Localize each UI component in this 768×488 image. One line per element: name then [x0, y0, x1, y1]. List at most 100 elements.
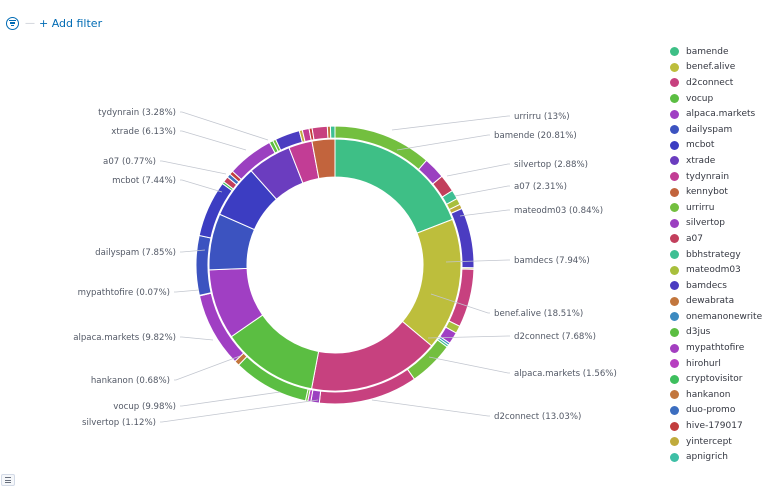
leader-line-11: [180, 130, 247, 151]
outer-ring: [195, 125, 475, 405]
leader-line-1: [396, 134, 490, 151]
leader-line-3: [454, 185, 510, 197]
leader-line-19: [160, 399, 319, 423]
legend-label: hankanon: [686, 389, 731, 400]
slice-label-5: bamdecs (7.94%): [514, 256, 590, 266]
legend-item[interactable]: mateodm03: [670, 262, 762, 278]
slice-label-6: benef.alive (18.51%): [494, 309, 583, 319]
legend-item[interactable]: a07: [670, 231, 762, 247]
legend-item[interactable]: cryptovisitor: [670, 371, 762, 387]
legend-item[interactable]: mypathtofire: [670, 340, 762, 356]
legend-swatch: [670, 390, 679, 400]
legend-swatch: [670, 281, 679, 291]
slice-label-17: hankanon (0.68%): [91, 376, 170, 386]
slice-label-14: dailyspam (7.85%): [95, 248, 176, 258]
slice-labels: urrirru (13%) bamende (20.81%) silvertop (…: [73, 108, 617, 428]
legend-item[interactable]: xtrade: [670, 153, 762, 169]
legend-label: mateodm03: [686, 265, 741, 276]
legend-swatch: [670, 265, 679, 275]
legend-swatch: [670, 172, 679, 182]
legend-label: cryptovisitor: [686, 374, 743, 385]
leader-line-7: [427, 335, 510, 339]
legend-item[interactable]: bamende: [670, 44, 762, 60]
legend-item[interactable]: hirohurl: [670, 356, 762, 372]
legend-label: hive-179017: [686, 421, 743, 432]
legend-item[interactable]: urrirru: [670, 200, 762, 216]
legend-label: mypathtofire: [686, 343, 745, 354]
outer-slice-35[interactable]: [311, 125, 329, 141]
leader-line-5: [445, 259, 510, 263]
leader-line-8: [428, 356, 510, 374]
label-leader-lines: [160, 111, 510, 423]
legend-swatch: [670, 140, 679, 150]
legend-item[interactable]: dailyspam: [670, 122, 762, 138]
legend-label: silvertop: [686, 218, 726, 229]
slice-label-0: urrirru (13%): [514, 112, 570, 122]
legend-item[interactable]: hive-179017: [670, 418, 762, 434]
legend-swatch: [670, 250, 679, 260]
legend-swatch: [670, 47, 679, 57]
legend-item[interactable]: bamdecs: [670, 278, 762, 294]
outer-slice-37[interactable]: [329, 125, 336, 139]
legend-item[interactable]: hankanon: [670, 387, 762, 403]
inner-slice-9[interactable]: [311, 138, 336, 180]
leader-line-10: [180, 111, 269, 141]
legend-swatch: [670, 62, 679, 72]
legend-swatch: [670, 312, 679, 322]
legend-item[interactable]: onemanonewrite: [670, 309, 762, 325]
add-filter-button[interactable]: + Add filter: [39, 16, 103, 30]
legend-item[interactable]: mcbot: [670, 138, 762, 154]
legend-swatch: [670, 437, 679, 447]
legend-item[interactable]: benef.alive: [670, 60, 762, 76]
legend-label: dailyspam: [686, 124, 733, 135]
legend-swatch: [670, 405, 679, 415]
legend-label: d2connect: [686, 77, 734, 88]
slice-label-9: d2connect (13.03%): [494, 412, 581, 422]
legend-item[interactable]: duo-promo: [670, 403, 762, 419]
inner-ring: [208, 138, 462, 392]
slice-label-4: mateodm03 (0.84%): [514, 206, 603, 216]
legend-label: onemanonewrite: [686, 311, 763, 322]
inner-slice-2[interactable]: [310, 320, 433, 392]
legend-swatch: [670, 94, 679, 104]
leader-line-13: [180, 179, 223, 193]
legend-item[interactable]: dewabrata: [670, 294, 762, 310]
legend-swatch: [670, 78, 679, 88]
chart-legend: bamende benef.alive d2connect vocup alpaca.m…: [670, 44, 762, 465]
legend-swatch: [670, 187, 679, 197]
filter-bar: — + Add filter: [6, 14, 102, 32]
slice-label-8: alpaca.markets (1.56%): [514, 369, 617, 379]
legend-item[interactable]: vocup: [670, 91, 762, 107]
leader-line-15: [174, 289, 200, 293]
list-icon[interactable]: [1, 474, 15, 486]
legend-label: kennybot: [686, 187, 728, 198]
filter-icon[interactable]: [6, 16, 19, 30]
legend-swatch: [670, 125, 679, 135]
legend-item[interactable]: yintercept: [670, 434, 762, 450]
legend-label: hirohurl: [686, 358, 721, 369]
slice-label-1: bamende (20.81%): [494, 131, 577, 141]
leader-line-17: [174, 355, 241, 381]
legend-label: apnigrich: [686, 452, 728, 463]
legend-swatch: [670, 327, 679, 337]
legend-item[interactable]: d3jus: [670, 325, 762, 341]
legend-item[interactable]: apnigrich: [670, 449, 762, 465]
slice-label-3: a07 (2.31%): [514, 182, 567, 192]
legend-item[interactable]: bbhstrategy: [670, 247, 762, 263]
slice-label-15: mypathtofire (0.07%): [78, 288, 170, 298]
slice-label-19: silvertop (1.12%): [82, 418, 156, 428]
leader-line-12: [160, 160, 227, 175]
legend-swatch: [670, 359, 679, 369]
slice-label-2: silvertop (2.88%): [514, 160, 588, 170]
leader-line-0: [391, 115, 510, 131]
legend-item[interactable]: kennybot: [670, 184, 762, 200]
legend-item[interactable]: tydynrain: [670, 169, 762, 185]
leader-line-16: [180, 336, 214, 341]
legend-item[interactable]: d2connect: [670, 75, 762, 91]
legend-item[interactable]: alpaca.markets: [670, 106, 762, 122]
legend-label: bamende: [686, 46, 729, 57]
slice-label-11: xtrade (6.13%): [111, 127, 176, 137]
legend-label: dewabrata: [686, 296, 735, 307]
legend-swatch: [670, 156, 679, 166]
legend-item[interactable]: silvertop: [670, 216, 762, 232]
